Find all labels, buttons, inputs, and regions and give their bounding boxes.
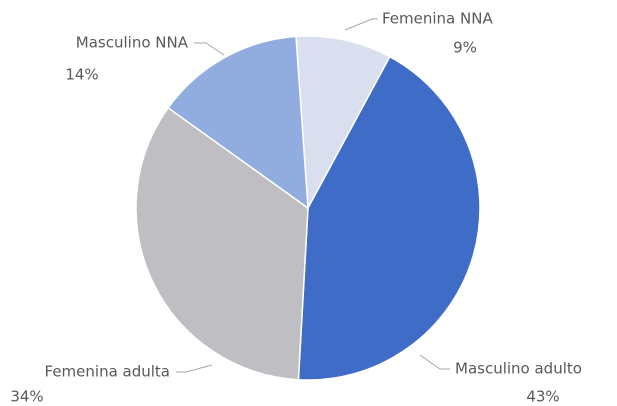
slice-label: Masculino NNA (76, 34, 189, 52)
slice-value-label: 43% (526, 388, 559, 406)
slice-value-label: 9% (453, 39, 477, 57)
pie-slice (295, 35, 391, 211)
slice-label: Femenina NNA (382, 10, 493, 28)
pie-slice (135, 106, 309, 381)
leader-line (344, 18, 378, 31)
slice-value-label: 14% (65, 66, 98, 84)
leader-line (176, 364, 213, 373)
pie-slice (167, 35, 309, 210)
pie-slice (297, 55, 481, 381)
slice-label: Femenina adulta (45, 363, 170, 381)
leader-line (194, 42, 225, 56)
slice-label: Masculino adulto (455, 360, 582, 378)
leader-line (419, 354, 450, 370)
slice-value-label: 34% (10, 388, 43, 406)
